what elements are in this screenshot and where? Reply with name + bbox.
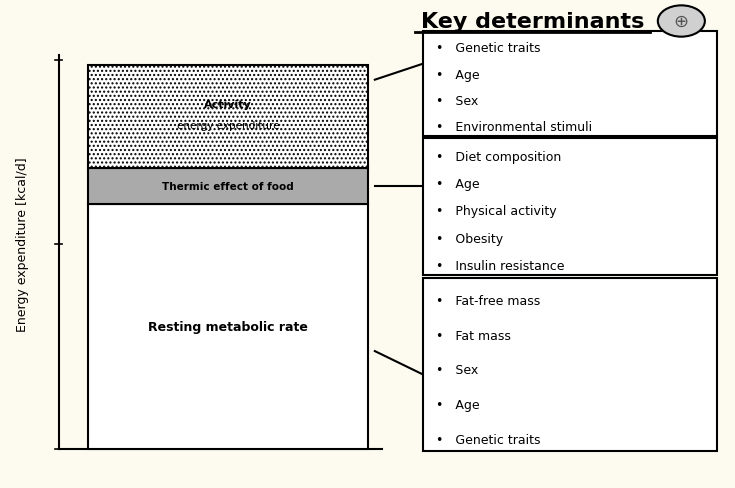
Text: •   Genetic traits: • Genetic traits (436, 42, 540, 55)
Bar (88, 168, 368, 205)
Bar (88, 66, 368, 168)
Text: •   Fat mass: • Fat mass (436, 329, 511, 342)
Text: Resting metabolic rate: Resting metabolic rate (148, 321, 308, 333)
Bar (423, 139, 717, 276)
Text: •   Environmental stimuli: • Environmental stimuli (436, 121, 592, 134)
Bar (423, 32, 717, 137)
Text: •   Diet composition: • Diet composition (436, 150, 561, 163)
Text: •   Fat-free mass: • Fat-free mass (436, 294, 540, 307)
Text: Activity: Activity (204, 100, 251, 110)
Text: Energy expenditure [kcal/d]: Energy expenditure [kcal/d] (15, 157, 29, 331)
Text: •   Obesity: • Obesity (436, 232, 503, 245)
Text: •   Physical activity: • Physical activity (436, 205, 556, 218)
Text: •   Age: • Age (436, 178, 479, 191)
Text: •   Age: • Age (436, 68, 479, 81)
Text: ⊕: ⊕ (674, 13, 689, 31)
Text: energy expenditure: energy expenditure (176, 121, 279, 131)
Circle shape (658, 6, 705, 38)
Text: •   Age: • Age (436, 398, 479, 411)
Text: •   Genetic traits: • Genetic traits (436, 433, 540, 446)
Text: •   Sex: • Sex (436, 95, 478, 108)
Text: •   Insulin resistance: • Insulin resistance (436, 260, 564, 273)
Text: •   Sex: • Sex (436, 364, 478, 376)
Text: Thermic effect of food: Thermic effect of food (162, 182, 294, 192)
Bar (423, 278, 717, 451)
Bar (88, 205, 368, 449)
Text: Key determinants: Key determinants (421, 12, 645, 32)
